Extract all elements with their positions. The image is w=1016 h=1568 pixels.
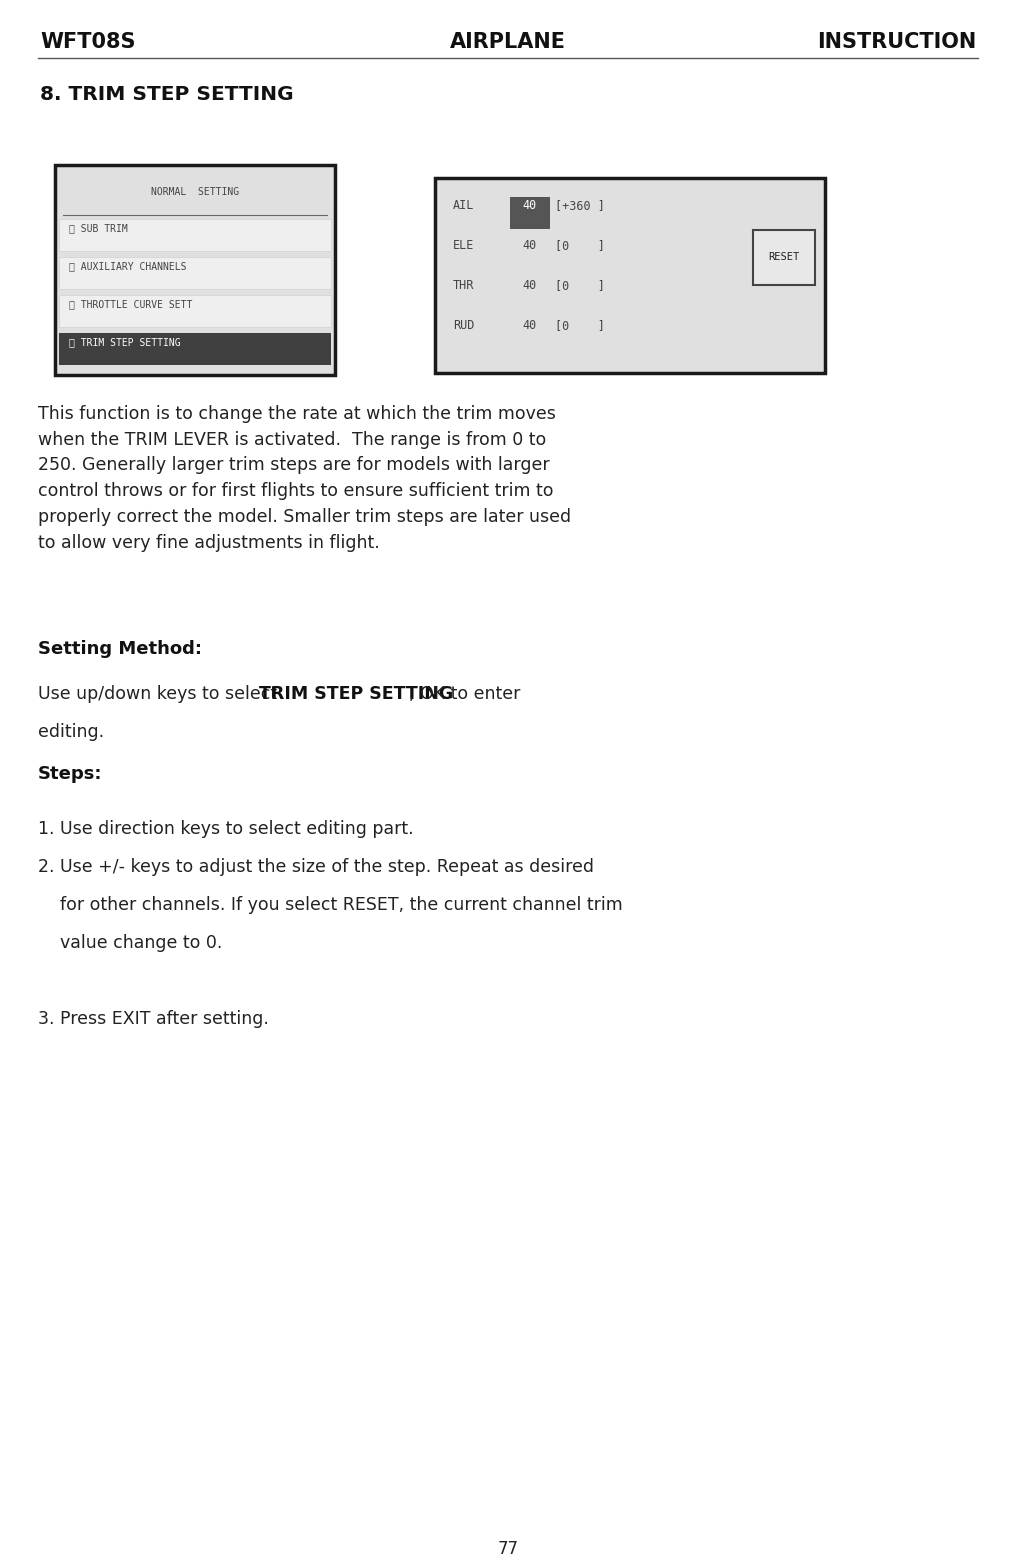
Bar	[59, 220, 331, 251]
Text: for other channels. If you select RESET, the current channel trim: for other channels. If you select RESET,…	[38, 895, 623, 914]
Text: Setting Method:: Setting Method:	[38, 640, 202, 659]
Text: [0    ]: [0 ]	[555, 318, 605, 332]
Text: RUD: RUD	[453, 318, 474, 332]
Bar	[753, 230, 815, 285]
Bar	[510, 198, 550, 229]
Bar	[59, 332, 331, 365]
Text: 40: 40	[523, 318, 537, 332]
Text: 77: 77	[498, 1540, 518, 1559]
Text: 40: 40	[523, 238, 537, 252]
Text: editing.: editing.	[38, 723, 104, 742]
Bar	[435, 179, 825, 373]
Text: [0    ]: [0 ]	[555, 279, 605, 292]
Text: ⑧ THROTTLE CURVE SETT: ⑧ THROTTLE CURVE SETT	[69, 299, 192, 309]
Text: WFT08S: WFT08S	[40, 31, 135, 52]
Text: INSTRUCTION: INSTRUCTION	[817, 31, 976, 52]
Text: 1. Use direction keys to select editing part.: 1. Use direction keys to select editing …	[38, 820, 414, 837]
Bar	[55, 165, 335, 375]
Text: [+360 ]: [+360 ]	[555, 199, 605, 212]
Bar	[59, 295, 331, 328]
Text: [0    ]: [0 ]	[555, 238, 605, 252]
Text: AIL: AIL	[453, 199, 474, 212]
Text: 3. Press EXIT after setting.: 3. Press EXIT after setting.	[38, 1010, 269, 1029]
Text: RESET: RESET	[768, 252, 800, 262]
Text: ELE: ELE	[453, 238, 474, 252]
Text: THR: THR	[453, 279, 474, 292]
Text: , OK to enter: , OK to enter	[409, 685, 520, 702]
Text: NORMAL  SETTING: NORMAL SETTING	[151, 187, 239, 198]
Text: This function is to change the rate at which the trim moves
when the TRIM LEVER : This function is to change the rate at w…	[38, 405, 571, 552]
Text: 2. Use +/- keys to adjust the size of the step. Repeat as desired: 2. Use +/- keys to adjust the size of th…	[38, 858, 594, 877]
Text: 40: 40	[523, 199, 537, 212]
Text: ⑦ AUXILIARY CHANNELS: ⑦ AUXILIARY CHANNELS	[69, 260, 187, 271]
Bar	[59, 257, 331, 289]
Text: 40: 40	[523, 279, 537, 292]
Text: ⑨ TRIM STEP SETTING: ⑨ TRIM STEP SETTING	[69, 337, 181, 347]
Text: Use up/down keys to select: Use up/down keys to select	[38, 685, 282, 702]
Text: TRIM STEP SETTING: TRIM STEP SETTING	[259, 685, 454, 702]
Text: value change to 0.: value change to 0.	[38, 935, 223, 952]
Text: ⑥ SUB TRIM: ⑥ SUB TRIM	[69, 223, 128, 234]
Text: Steps:: Steps:	[38, 765, 103, 782]
Text: AIRPLANE: AIRPLANE	[450, 31, 566, 52]
Text: 8. TRIM STEP SETTING: 8. TRIM STEP SETTING	[40, 85, 294, 103]
